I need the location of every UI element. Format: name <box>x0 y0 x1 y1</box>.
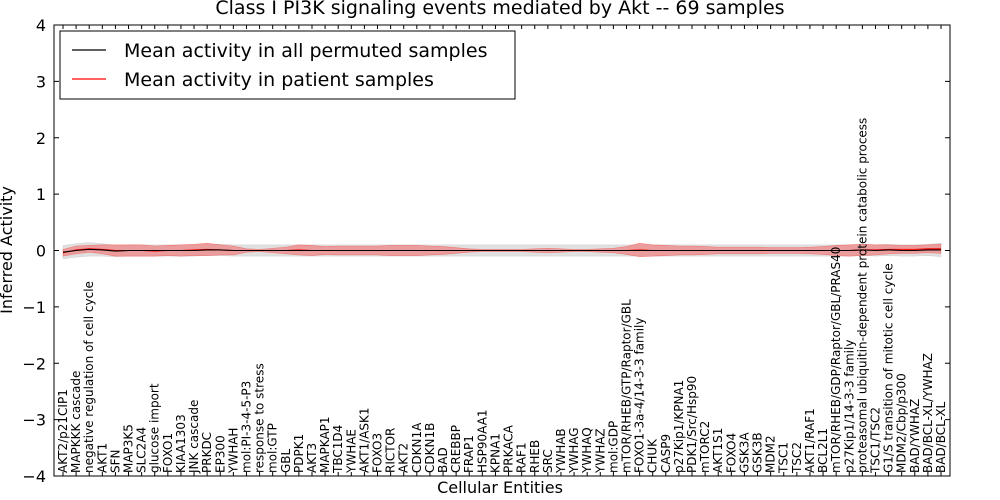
x-axis: AKT2/p21CIP1 MAPKKK cascade negative regul… <box>56 25 948 476</box>
x-tick-label: mTOR/RHEB/GTP/Raptor/GBL <box>619 299 633 473</box>
y-axis-title: Inferred Activity <box>0 186 16 314</box>
y-tick-label: 0 <box>36 242 46 261</box>
x-tick-label: EP300 <box>213 435 227 473</box>
series-lines <box>62 248 941 254</box>
x-tick-label: CDKN1A <box>410 422 424 473</box>
x-tick-label: YWHAH <box>226 428 240 474</box>
x-tick-label: mol:GTP <box>266 423 280 473</box>
x-tick-label: MAP3K5 <box>122 424 136 473</box>
y-tick-label: 1 <box>36 185 46 204</box>
x-tick-label: MDM2/Cbp/p300 <box>895 373 909 473</box>
x-tick-label: FOXO1-3a-4/14-3-3 family <box>633 318 647 474</box>
x-tick-label: MAPKKK cascade <box>69 371 83 473</box>
x-tick-label: TBC1D4 <box>331 425 345 474</box>
x-tick-label: YWHAG <box>567 427 581 474</box>
x-tick-label: mTORC2 <box>698 421 712 473</box>
x-tick-label: mTOR/RHEB/GDP/Raptor/GBL/PRAS40 <box>829 247 843 473</box>
x-tick-label: BAD/BCL-XL <box>934 401 948 473</box>
legend-box <box>59 30 516 100</box>
x-axis-title: Cellular Entities <box>437 478 563 497</box>
y-tick-label: 4 <box>36 16 46 35</box>
x-tick-label: TSC1/TSC2 <box>868 407 882 474</box>
x-tick-label: BAD/BCL-XL/YWHAZ <box>921 353 935 473</box>
x-tick-label: KIAA1303 <box>174 414 188 473</box>
x-tick-label: negative regulation of cell cycle <box>82 281 96 473</box>
x-tick-label: HSP90AA1 <box>475 409 489 473</box>
x-tick-label: p27Kip1/14-3-3 family <box>842 340 856 473</box>
x-tick-label: TSC1 <box>777 442 791 474</box>
y-tick-label: −1 <box>22 298 46 317</box>
x-tick-label: MAPKAP1 <box>318 416 332 473</box>
x-tick-label: BAD/YWHAZ <box>908 399 922 473</box>
x-tick-label: MDM2 <box>764 435 778 473</box>
y-tick-label: 2 <box>36 129 46 148</box>
x-tick-label: KPNA1 <box>488 433 502 473</box>
x-tick-label: GBL <box>279 448 293 473</box>
x-tick-label: mol:GDP <box>606 421 620 473</box>
y-tick-label: −4 <box>22 467 46 486</box>
x-tick-label: CREBBP <box>449 425 463 473</box>
x-tick-label: CASP9 <box>659 434 673 473</box>
x-tick-label: PDK1/Src/Hsp90 <box>685 376 699 473</box>
x-tick-label: FOXO3 <box>371 433 385 473</box>
x-tick-label: mol:PI-3-4-5-P3 <box>239 381 253 473</box>
x-tick-label: RICTOR <box>384 428 398 473</box>
x-tick-label: AKT1 <box>95 443 109 473</box>
x-tick-label: GSK3B <box>751 432 765 473</box>
x-tick-label: PRKACA <box>502 424 516 473</box>
legend-label-permuted: Mean activity in all permuted samples <box>124 40 487 62</box>
x-tick-label: BAD <box>436 447 450 473</box>
y-tick-label: −2 <box>22 354 46 373</box>
x-tick-label: GSK3A <box>737 432 751 473</box>
band-1 <box>62 242 942 258</box>
x-tick-label: AKT2/p21CIP1 <box>56 389 70 473</box>
x-tick-label: AKT1/RAF1 <box>803 408 817 473</box>
x-tick-label: PDPK1 <box>292 434 306 473</box>
x-tick-label: AKT1/ASK1 <box>357 408 371 473</box>
x-tick-label: SRC <box>541 449 555 473</box>
x-tick-label: AKT1S1 <box>711 428 725 473</box>
chart-title: Class I PI3K signaling events mediated b… <box>215 0 784 19</box>
x-tick-label: G1/S transition of mitotic cell cycle <box>882 263 896 473</box>
x-tick-label: YWHAZ <box>593 428 607 474</box>
x-tick-label: response to stress <box>253 363 267 473</box>
y-tick-label: 3 <box>36 72 46 91</box>
x-tick-label: PRKDC <box>200 432 214 473</box>
x-tick-label: CDKN1B <box>423 423 437 473</box>
x-tick-label: p27Kip1/KPNA1 <box>672 380 686 473</box>
x-tick-label: CHUK <box>646 438 660 473</box>
x-tick-label: SFN <box>108 450 122 474</box>
x-tick-label: TSC2 <box>790 442 804 474</box>
legend: Mean activity in all permuted samples Me… <box>59 30 516 100</box>
x-tick-label: RAF1 <box>515 442 529 473</box>
x-tick-label: AKT3 <box>305 443 319 473</box>
x-tick-label: AKT2 <box>397 443 411 473</box>
x-tick-label: YWHAE <box>344 429 358 474</box>
x-tick-label: proteasomal ubiquitin-dependent protein … <box>855 118 869 473</box>
x-tick-label: YWHAQ <box>580 427 594 474</box>
series-line-0 <box>62 248 941 253</box>
x-tick-label: FOXO4 <box>724 433 738 473</box>
x-tick-label: BCL2L1 <box>816 428 830 473</box>
x-tick-label: RHEB <box>528 440 542 473</box>
x-tick-label: FOXO1 <box>161 433 175 473</box>
x-tick-label: glucose import <box>148 383 162 473</box>
legend-label-patient: Mean activity in patient samples <box>124 69 434 91</box>
x-tick-label: JNK cascade <box>187 400 201 474</box>
x-tick-label: SLC2A4 <box>135 427 149 473</box>
y-axis: −4 −3 −2 −1 0 1 2 3 4 <box>22 16 950 486</box>
x-tick-label: FRAP1 <box>462 435 476 473</box>
x-tick-label: YWHAB <box>554 428 568 474</box>
y-tick-label: −3 <box>22 411 46 430</box>
